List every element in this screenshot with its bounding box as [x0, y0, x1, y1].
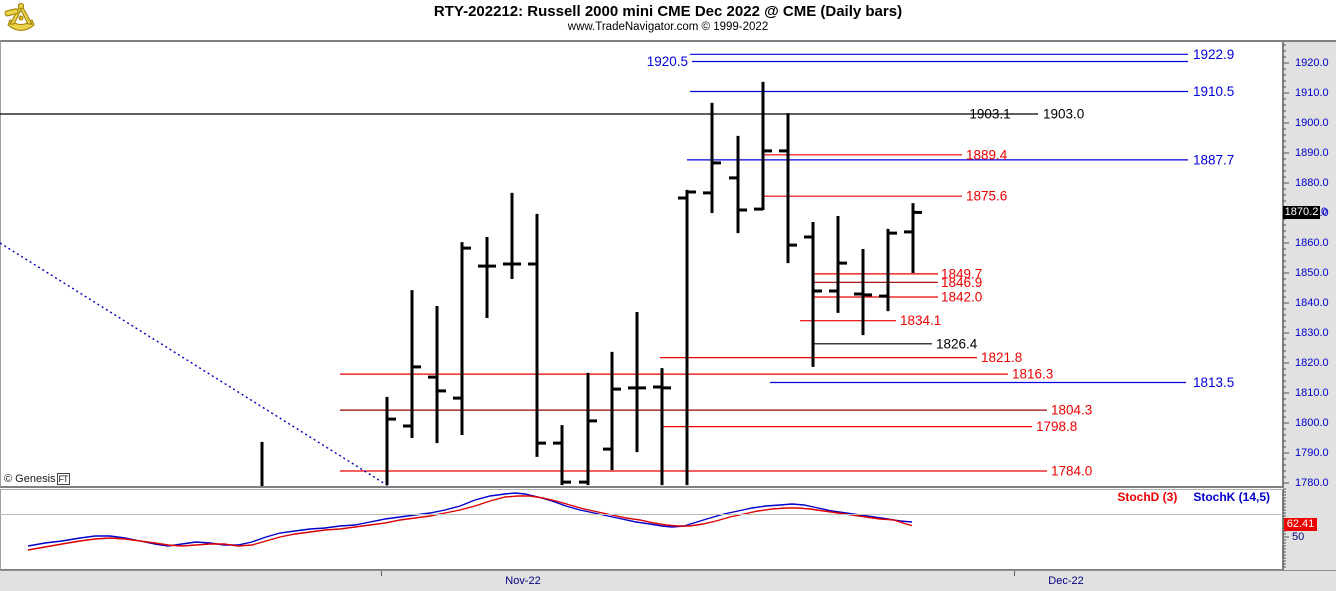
price-chart-svg: 1922.9 1920.5 1910.5 1903.1 1903.0 1889.4 1887… — [0, 47, 1234, 488]
stochastic-gridline — [0, 514, 1281, 515]
chart-subtitle: www.TradeNavigator.com © 1999-2022 — [567, 21, 769, 33]
top-border-right — [1283, 40, 1336, 42]
date-axis-band: Nov-22 Dec-22 — [0, 570, 1336, 591]
stochk-legend-label[interactable]: StochK (14,5) — [1193, 490, 1270, 504]
stoch-mid-scale-label: 50 — [1292, 531, 1305, 543]
last-price-badge: 1870.2 — [1283, 206, 1320, 219]
level-label: 1842.0 — [941, 290, 982, 305]
price-axis-label: 1780.0 — [1295, 477, 1329, 489]
price-scale-svg: 1920.01910.01900.01890.01880.01870.01860… — [1283, 44, 1329, 568]
level-label: 1784.0 — [1051, 464, 1092, 479]
level-label: 1816.3 — [1012, 367, 1053, 382]
level-label: 1903.1 — [969, 107, 1010, 122]
price-axis-label: 1810.0 — [1295, 387, 1329, 399]
price-scale-column — [1283, 40, 1336, 591]
price-chart-panel[interactable] — [0, 40, 1284, 488]
price-axis-label: 1860.0 — [1295, 237, 1329, 249]
level-label: 1920.5 — [647, 54, 688, 69]
level-label: 1826.4 — [936, 336, 978, 351]
watermark-ft-mark: FT — [56, 473, 70, 485]
stochd-legend-label[interactable]: StochD (3) — [1117, 490, 1178, 504]
genesis-watermark: © Genesis FT — [4, 473, 70, 485]
level-label: 1846.9 — [941, 275, 982, 290]
stochd-line — [27, 495, 913, 551]
stochk-line — [27, 492, 913, 547]
genesis-sextant-logo-icon — [4, 2, 35, 31]
price-axis-label: 1910.0 — [1295, 87, 1329, 99]
price-axis-label: 1850.0 — [1295, 267, 1329, 279]
x-axis-label: Dec-22 — [1048, 575, 1084, 587]
month-boundary-tick — [1014, 571, 1015, 576]
level-label: 1813.5 — [1193, 375, 1234, 390]
stochastic-svg — [27, 492, 913, 551]
stochastic-indicator-panel[interactable] — [0, 489, 1284, 571]
level-label: 1804.3 — [1051, 403, 1092, 418]
price-axis-label: 1840.0 — [1295, 297, 1329, 309]
x-axis-label: Nov-22 — [505, 575, 541, 587]
axis-label-peek: 0 — [1321, 206, 1328, 218]
level-label: 1821.8 — [981, 350, 1022, 365]
level-label: 1922.9 — [1193, 47, 1234, 62]
indicator-legend: StochD (3) StochK (14,5) — [1117, 490, 1270, 504]
level-label: 1798.8 — [1036, 419, 1077, 434]
watermark-text: © Genesis — [4, 473, 56, 485]
level-label: 1887.7 — [1193, 152, 1234, 167]
level-label: 1834.1 — [900, 313, 941, 328]
level-label: 1849.7 — [941, 266, 982, 281]
month-boundary-tick — [381, 571, 382, 576]
price-axis-label: 1790.0 — [1295, 447, 1329, 459]
price-axis-label: 1880.0 — [1295, 177, 1329, 189]
level-label: 1903.0 — [1043, 107, 1084, 122]
level-label: 1875.6 — [966, 189, 1007, 204]
level-label: 1910.5 — [1193, 84, 1234, 99]
level-label: 1889.4 — [966, 147, 1008, 162]
stoch-value-badge: 62.41 — [1284, 518, 1317, 531]
price-axis-label: 1920.0 — [1295, 57, 1329, 69]
price-axis-label: 1900.0 — [1295, 117, 1329, 129]
price-axis-label: 1800.0 — [1295, 417, 1329, 429]
price-axis-label: 1890.0 — [1295, 147, 1329, 159]
price-axis-label: 1820.0 — [1295, 357, 1329, 369]
chart-title: RTY-202212: Russell 2000 mini CME Dec 20… — [433, 3, 903, 20]
trendline-dotted — [0, 242, 391, 488]
price-axis-label: 1830.0 — [1295, 327, 1329, 339]
